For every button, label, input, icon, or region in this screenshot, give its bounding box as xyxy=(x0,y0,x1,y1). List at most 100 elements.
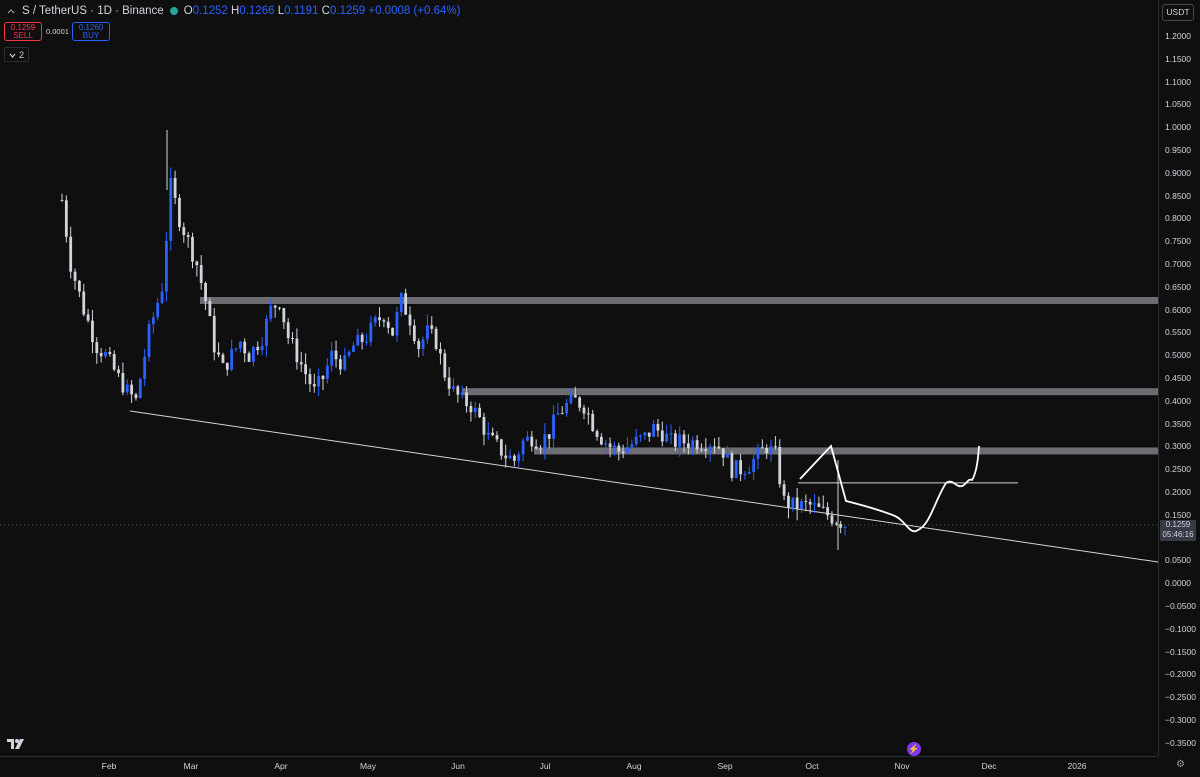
candle-body xyxy=(217,352,220,355)
buy-button[interactable]: 0.1260 BUY xyxy=(72,22,110,41)
candle-body xyxy=(543,434,547,450)
time-axis[interactable]: Feb Mar Apr May Jun Jul Aug Sep Oct Nov Dec 2026 xyxy=(0,756,1158,777)
time-label: Dec xyxy=(981,761,997,771)
candle-body xyxy=(495,435,499,440)
candle-body xyxy=(378,317,381,321)
candle-body xyxy=(465,392,468,407)
resistance-zone xyxy=(200,296,1158,304)
candle-body xyxy=(108,352,112,354)
candle-body xyxy=(104,352,107,357)
candle-body xyxy=(478,407,481,418)
candle-body xyxy=(673,433,677,447)
candle-body xyxy=(447,377,451,389)
candle-body xyxy=(334,350,338,360)
candle-body xyxy=(691,440,695,448)
indicators-count: 2 xyxy=(19,49,25,60)
candle-body xyxy=(630,444,634,448)
candle-body xyxy=(769,446,773,454)
gear-icon[interactable]: ⚙ xyxy=(1176,759,1185,770)
candle-body xyxy=(621,451,625,454)
candle-body xyxy=(439,349,442,354)
candle-body xyxy=(704,449,708,451)
chevron-down-icon xyxy=(9,50,16,60)
candle-body xyxy=(830,515,834,524)
market-status-icon xyxy=(169,7,178,15)
projection-drawing xyxy=(799,444,980,533)
price-tick: 0.1500 xyxy=(1165,509,1191,520)
candle-body xyxy=(330,350,334,366)
price-tick: −0.2500 xyxy=(1165,692,1196,703)
buy-label: BUY xyxy=(82,31,100,40)
candle-body xyxy=(230,349,234,370)
candle-body xyxy=(721,448,725,458)
candle-body xyxy=(412,325,416,341)
snapshot-icon[interactable]: ⚡ xyxy=(907,742,921,756)
candle-body xyxy=(452,386,455,389)
candle-body xyxy=(782,484,786,496)
candle-body xyxy=(291,338,294,340)
price-tick: 0.9000 xyxy=(1165,167,1191,178)
candle-body xyxy=(569,394,573,403)
candle-body xyxy=(204,283,207,302)
indicators-toggle[interactable]: 2 xyxy=(4,47,30,62)
candle-body xyxy=(138,378,142,399)
price-tick: 0.2500 xyxy=(1165,464,1191,475)
candle-body xyxy=(539,448,542,450)
candle-body xyxy=(308,374,312,385)
price-tick: −0.1500 xyxy=(1165,646,1196,657)
candle-body xyxy=(395,312,399,336)
price-tick: 0.6000 xyxy=(1165,304,1191,315)
candle-body xyxy=(521,440,525,455)
price-tick: 0.8500 xyxy=(1165,190,1191,201)
candle-body xyxy=(186,234,190,237)
price-tick: 0.0000 xyxy=(1165,578,1191,589)
trend-line xyxy=(129,410,1158,563)
candle-body xyxy=(256,346,260,351)
time-label: 2026 xyxy=(1067,761,1087,771)
candle-body xyxy=(456,386,460,395)
candle-body xyxy=(121,373,125,393)
candle-body xyxy=(86,314,90,321)
price-axis[interactable]: 1.2000 1.1500 1.1000 1.0500 1.0000 0.9500 0.90… xyxy=(1158,0,1200,756)
price-tick: 0.6500 xyxy=(1165,281,1191,292)
candle-body xyxy=(304,364,307,375)
candle-body xyxy=(608,443,612,448)
price-tick: 1.1500 xyxy=(1165,53,1191,64)
candle-body xyxy=(434,328,438,350)
close-value: 0.1259 xyxy=(329,5,366,17)
chevron-up-icon[interactable] xyxy=(6,6,16,16)
price-tick: −0.3500 xyxy=(1165,737,1196,748)
resistance-zone xyxy=(462,388,1158,396)
candle-body xyxy=(613,445,616,448)
price-tick: 0.8000 xyxy=(1165,213,1191,224)
candle-body xyxy=(269,305,273,319)
candle-body xyxy=(695,440,699,450)
candle-body xyxy=(234,348,238,350)
current-price: 0.1259 xyxy=(1165,520,1191,529)
candle-body xyxy=(173,177,177,198)
high-key: H xyxy=(231,5,240,17)
chart-canvas[interactable] xyxy=(0,0,1158,756)
candle-body xyxy=(760,447,764,449)
candle-body xyxy=(91,320,94,343)
candle-body xyxy=(517,454,521,461)
tradingview-logo[interactable] xyxy=(7,738,27,753)
candle-body xyxy=(552,414,555,439)
candle-body xyxy=(243,341,247,354)
candle-body xyxy=(626,447,629,454)
candle-body xyxy=(726,453,729,458)
candle-body xyxy=(578,397,582,408)
time-label: Apr xyxy=(274,761,288,771)
candle-body xyxy=(356,334,360,346)
close-key: C xyxy=(321,5,330,17)
candle-body xyxy=(399,293,403,313)
candle-body xyxy=(565,402,568,414)
sell-button[interactable]: 0.1259 SELL xyxy=(4,22,42,41)
chart-area[interactable] xyxy=(0,0,1158,756)
change-value: +0.0008 (+0.64%) xyxy=(368,5,461,17)
candle-body xyxy=(382,320,386,322)
candle-body xyxy=(143,356,147,379)
currency-selector[interactable]: USDT xyxy=(1162,4,1194,21)
candle-body xyxy=(343,355,347,370)
symbol-title[interactable]: S / TetherUS · 1D · Binance xyxy=(22,5,164,17)
